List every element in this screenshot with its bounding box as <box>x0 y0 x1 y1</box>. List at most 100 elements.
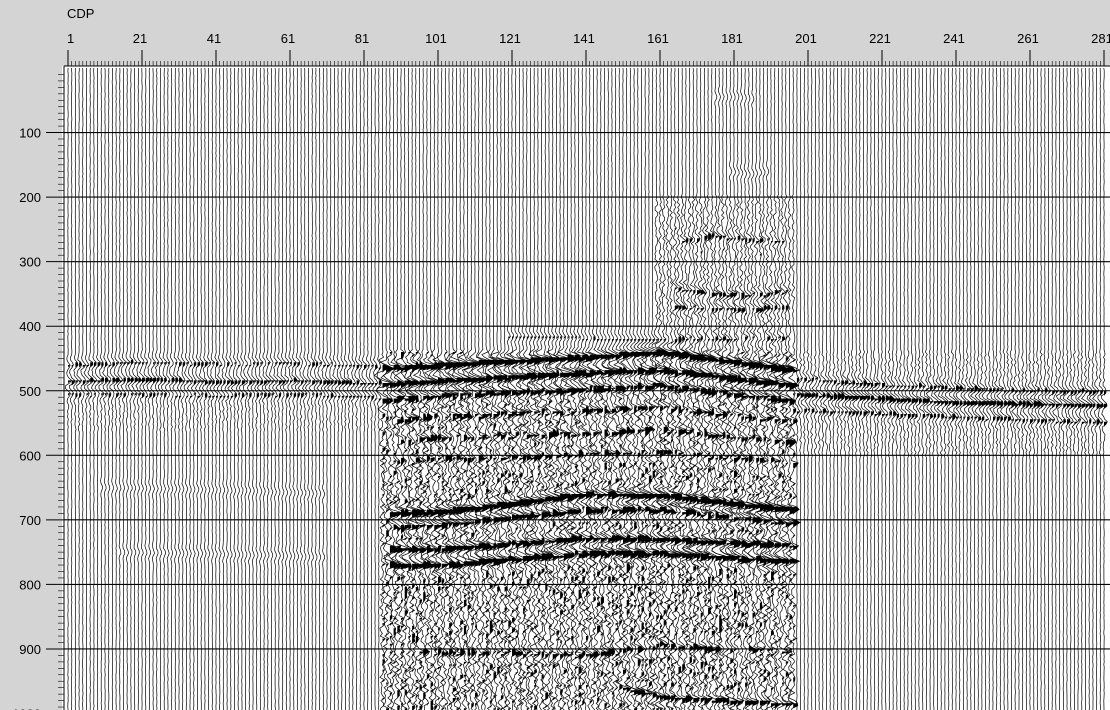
x-tick-label: 121 <box>499 31 521 46</box>
trace-fill <box>948 388 953 420</box>
trace-fill <box>82 364 86 386</box>
trace-fill <box>819 380 823 414</box>
trace-fill <box>856 383 860 417</box>
x-tick-label: 161 <box>647 31 669 46</box>
trace-fill <box>996 388 1002 422</box>
trace-fill <box>341 364 345 399</box>
trace-fill <box>238 364 241 396</box>
x-tick-label: 181 <box>721 31 743 46</box>
trace-fill <box>1081 388 1086 425</box>
trace-fill <box>264 380 268 399</box>
trace-fill <box>700 251 710 704</box>
trace-fill <box>956 385 960 420</box>
trace-fill <box>315 362 320 399</box>
trace-fill <box>301 380 304 399</box>
x-tick-label: 101 <box>425 31 447 46</box>
trace-fill <box>130 359 134 396</box>
trace-fill <box>86 364 91 396</box>
trace-fill <box>190 364 193 399</box>
x-tick-label: 61 <box>281 31 295 46</box>
trace-fill <box>1104 390 1108 427</box>
trace-fill <box>826 380 831 414</box>
x-tick-label: 201 <box>795 31 817 46</box>
trace-fill <box>345 364 349 399</box>
trace-fill <box>97 362 102 383</box>
trace-fill <box>915 385 919 420</box>
trace-fill <box>171 377 175 383</box>
trace-fill <box>815 377 818 414</box>
trace-fill <box>278 362 283 399</box>
trace-fill <box>560 336 569 710</box>
trace-fill <box>870 383 875 417</box>
trace-fill <box>1067 390 1072 425</box>
trace-fill <box>904 385 909 417</box>
trace-fill <box>1096 390 1101 427</box>
trace-fill <box>634 339 641 710</box>
trace-fill <box>589 354 599 704</box>
trace-fill <box>438 362 446 701</box>
trace-fill <box>275 362 279 399</box>
trace-fill <box>456 362 466 710</box>
trace-fill <box>685 238 694 704</box>
trace-fill <box>382 364 392 701</box>
trace-fill <box>789 354 799 706</box>
trace-fill <box>541 336 549 704</box>
trace-fill <box>922 385 928 420</box>
x-tick-label: 281 <box>1091 31 1110 46</box>
trace-fill <box>852 380 857 417</box>
trace-fill <box>471 362 478 709</box>
y-tick-label: 900 <box>19 642 41 657</box>
trace-fill <box>230 364 234 399</box>
trace-fill <box>978 388 983 422</box>
trace-fill <box>286 362 289 399</box>
trace-fill <box>1074 390 1078 425</box>
trace-fill <box>1007 390 1012 422</box>
trace-fill <box>582 339 591 706</box>
x-tick-label: 261 <box>1017 31 1039 46</box>
trace-fill <box>515 336 524 691</box>
trace-fill <box>1089 390 1093 425</box>
trace-fill <box>249 364 253 399</box>
trace-fill <box>116 362 120 399</box>
trace-fill <box>830 380 834 417</box>
trace-fill <box>1033 390 1039 422</box>
trace-fill <box>586 339 596 688</box>
trace-fill <box>578 336 586 704</box>
trace-fill <box>615 339 624 691</box>
x-tick-label: 221 <box>869 31 891 46</box>
trace-fill <box>504 359 513 709</box>
trace-fill <box>985 388 990 422</box>
trace-fill <box>671 341 678 710</box>
trace-fill <box>71 364 75 396</box>
trace-fill <box>164 362 168 399</box>
y-tick-group: 100 200 300 400 500 600 700 800 900 1000 <box>12 74 64 710</box>
trace-fill <box>900 385 905 420</box>
y-tick-label: 500 <box>19 384 41 399</box>
y-axis: 100 200 300 400 500 600 700 800 900 1000 <box>12 66 65 710</box>
y-tick-label: 1000 <box>12 707 41 710</box>
trace-fill <box>793 359 801 709</box>
trace-fill <box>123 362 127 399</box>
trace-fill <box>663 339 671 710</box>
trace-fill <box>153 362 157 399</box>
trace-fill <box>227 362 231 399</box>
trace-fill <box>271 380 275 396</box>
trace-fill <box>186 362 190 399</box>
trace-fill <box>937 385 942 420</box>
x-axis-label: CDP <box>67 6 94 21</box>
trace-fill <box>223 380 226 399</box>
trace-fill <box>423 364 430 701</box>
trace-fill <box>193 362 197 396</box>
trace-fill <box>323 364 327 399</box>
trace-fill <box>90 362 94 399</box>
trace-fill <box>896 385 901 420</box>
trace-fill <box>426 352 436 706</box>
trace-fill <box>467 362 476 706</box>
trace-fill <box>1030 390 1034 425</box>
trace-fill <box>408 352 415 704</box>
y-tick-label: 800 <box>19 577 41 592</box>
trace-fill <box>656 339 665 710</box>
trace-fill <box>626 339 636 709</box>
trace-fill <box>127 362 131 383</box>
trace-fill <box>397 367 406 710</box>
